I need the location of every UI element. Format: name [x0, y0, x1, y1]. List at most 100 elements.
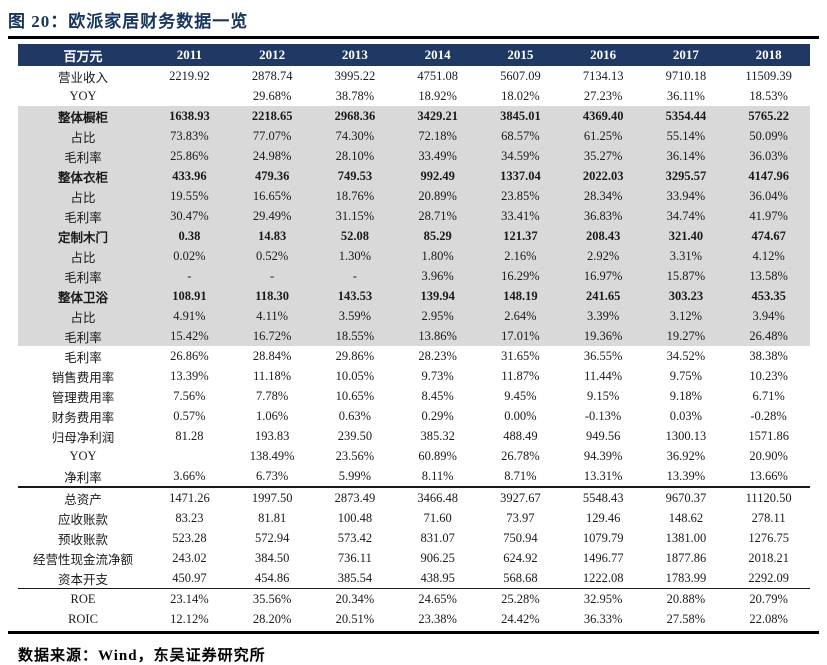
value-cell: 193.83	[254, 428, 290, 443]
value-cell: 2.92%	[586, 248, 620, 263]
bottom-rule	[8, 631, 819, 634]
value-cell: 16.29%	[501, 268, 540, 283]
value-cell: 11.44%	[584, 368, 623, 383]
value-cell: 2018.21	[748, 550, 789, 565]
value-cell: 573.42	[337, 530, 373, 545]
table-row: 总资产 1471.26 1997.50 2873.49 3466.48 3927.67 55…	[18, 486, 810, 508]
value-cell: 77.07%	[252, 128, 292, 143]
value-cell: 7.56%	[173, 388, 206, 403]
value-cell: 36.04%	[749, 188, 788, 203]
value-cell: 148.19	[503, 288, 538, 303]
value-cell: 0.02%	[173, 248, 206, 263]
value-cell: 1.80%	[421, 248, 454, 263]
value-cell: 241.65	[585, 288, 621, 303]
value-cell: 50.09%	[749, 128, 788, 143]
value-cell: 572.94	[254, 530, 290, 545]
value-cell: 20.90%	[749, 448, 788, 463]
data-source: 数据来源：Wind，东吴证券研究所	[18, 648, 266, 664]
table-row: 营业收入 2219.92 2878.74 3995.22 4751.08 5607.09 7…	[18, 66, 810, 86]
value-cell: 2.64%	[504, 308, 537, 323]
value-cell: 13.66%	[749, 468, 788, 483]
row-label-cell: 毛利率	[64, 350, 102, 365]
value-cell: 28.10%	[335, 148, 375, 163]
value-cell: 3.39%	[586, 308, 620, 323]
value-cell: 1496.77	[582, 550, 624, 565]
value-cell: 0.29%	[421, 408, 454, 423]
value-cell: 18.02%	[501, 88, 540, 103]
value-cell: 3295.57	[665, 168, 707, 183]
value-cell: 9670.37	[665, 490, 707, 505]
value-cell: 28.20%	[252, 611, 292, 626]
value-cell: 32.95%	[583, 591, 623, 606]
row-label-cell: 营业收入	[57, 70, 108, 85]
value-cell: 28.84%	[252, 348, 292, 363]
row-label-cell: 占比	[70, 130, 96, 145]
value-cell: 27.58%	[666, 611, 706, 626]
value-cell: 5.99%	[338, 468, 372, 483]
value-cell: 148.62	[668, 510, 704, 525]
value-cell: 2292.09	[748, 570, 789, 585]
value-cell: 20.79%	[749, 591, 788, 606]
value-cell: 10.65%	[335, 388, 375, 403]
value-cell: 38.78%	[335, 88, 375, 103]
value-cell: 16.65%	[252, 188, 292, 203]
value-cell: 5354.44	[665, 108, 707, 123]
row-label-cell: 毛利率	[64, 330, 102, 345]
value-cell: 1877.86	[665, 550, 707, 565]
value-cell: 30.47%	[170, 208, 209, 223]
value-cell: 19.36%	[583, 328, 623, 343]
value-cell: 9.18%	[669, 388, 703, 403]
value-cell: 831.07	[420, 530, 455, 545]
value-cell: 5548.43	[582, 490, 624, 505]
value-cell: 949.56	[585, 428, 621, 443]
value-cell: 52.08	[340, 228, 369, 243]
value-cell: 100.48	[337, 510, 373, 525]
value-cell: 3927.67	[500, 490, 541, 505]
table-row: 资本开支 450.97 454.86 385.54 438.95 568.68 1222.0…	[18, 568, 810, 588]
row-label-cell: 占比	[70, 250, 96, 265]
value-cell: 243.02	[172, 550, 207, 565]
header-year-cell: 2011	[176, 47, 203, 62]
value-cell: 3466.48	[417, 490, 458, 505]
table-row: ROIC 12.12% 28.20% 20.51% 23.38% 24.42% 36.33%…	[18, 609, 810, 629]
value-cell: 20.89%	[418, 188, 457, 203]
value-cell: 22.08%	[749, 611, 788, 626]
header-year-cell: 2016	[590, 47, 617, 62]
value-cell: 208.43	[585, 228, 621, 243]
value-cell: 2873.49	[334, 490, 376, 505]
value-cell: 4.91%	[173, 308, 206, 323]
table-body: 营业收入 2219.92 2878.74 3995.22 4751.08 5607.09 7…	[18, 66, 810, 629]
value-cell: 9710.18	[665, 68, 707, 83]
header-year-cell: 2012	[259, 47, 286, 62]
value-cell: 13.39%	[666, 468, 706, 483]
value-cell: 17.01%	[501, 328, 540, 343]
header-year-cell: 2014	[424, 47, 451, 62]
value-cell: 4.11%	[256, 308, 289, 323]
value-cell: 28.23%	[418, 348, 457, 363]
value-cell: -	[270, 268, 275, 283]
value-cell: 34.74%	[666, 208, 706, 223]
value-cell: 27.23%	[583, 88, 623, 103]
value-cell: 3.66%	[173, 468, 206, 483]
value-cell: 68.57%	[501, 128, 540, 143]
table-row: 毛利率 - - - 3.96% 16.29% 16.97% 15.87% 13.58%	[18, 266, 810, 286]
value-cell: 8.45%	[421, 388, 454, 403]
value-cell: 25.28%	[501, 591, 540, 606]
value-cell: 108.91	[172, 288, 207, 303]
value-cell: 18.55%	[335, 328, 375, 343]
value-cell: 433.96	[172, 168, 207, 183]
value-cell: 26.86%	[170, 348, 209, 363]
value-cell: 85.29	[423, 228, 452, 243]
table-row: 毛利率 15.42% 16.72% 18.55% 13.86% 17.01% 19.36% 1…	[18, 326, 810, 346]
value-cell: 29.68%	[252, 88, 292, 103]
value-cell: 19.55%	[170, 188, 209, 203]
value-cell: 750.94	[503, 530, 538, 545]
table-row: 占比 0.02% 0.52% 1.30% 1.80% 2.16% 2.92% 3.31% 4.1…	[18, 246, 810, 266]
value-cell: 2878.74	[251, 68, 293, 83]
value-cell: 14.83	[258, 228, 287, 243]
value-cell: 2.16%	[504, 248, 537, 263]
row-label-cell: 财务费用率	[51, 410, 115, 425]
row-label-cell: 资本开支	[57, 572, 108, 587]
value-cell: 2218.65	[251, 108, 293, 123]
value-cell: 118.30	[255, 288, 289, 303]
